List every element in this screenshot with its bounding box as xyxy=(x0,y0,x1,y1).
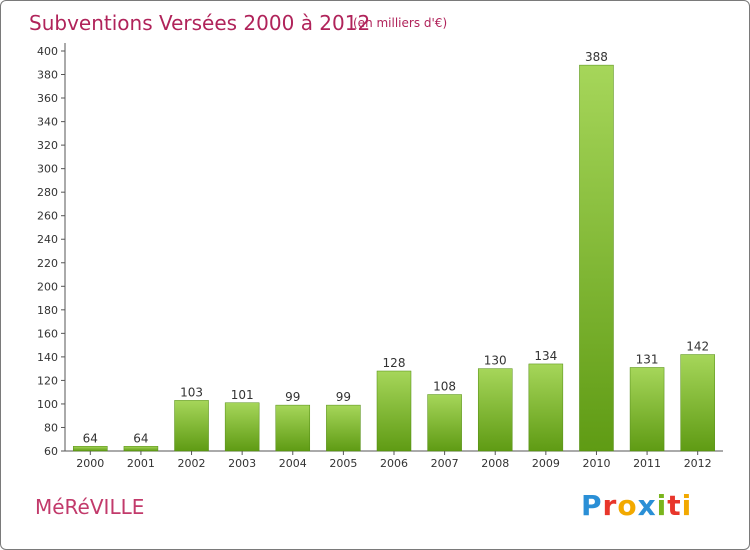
x-tick-label: 2012 xyxy=(684,457,712,470)
y-tick-label: 360 xyxy=(37,92,58,105)
x-tick-label: 2002 xyxy=(178,457,206,470)
bar xyxy=(326,404,361,452)
y-tick-label: 140 xyxy=(37,351,58,364)
y-tick-label: 180 xyxy=(37,304,58,317)
data-label: 131 xyxy=(636,352,659,366)
bar xyxy=(224,402,260,452)
chart-subtitle: (en milliers d'€) xyxy=(353,16,448,30)
bar xyxy=(275,404,311,452)
y-tick-label: 320 xyxy=(37,139,58,152)
y-tick-label: 260 xyxy=(37,210,58,223)
logo-letter: r xyxy=(602,489,618,522)
data-label: 134 xyxy=(534,349,557,363)
data-label: 130 xyxy=(484,354,507,368)
y-tick-label: 300 xyxy=(37,163,58,176)
logo-letter: o xyxy=(617,489,638,522)
bar xyxy=(427,394,462,452)
logo-letter: x xyxy=(637,489,657,522)
bar xyxy=(73,446,108,452)
data-label: 99 xyxy=(285,390,300,404)
y-tick-label: 60 xyxy=(44,445,58,458)
chart-title: Subventions Versées 2000 à 2012 xyxy=(29,11,371,35)
bar xyxy=(123,446,159,452)
logo-letter: t xyxy=(667,489,682,522)
data-label: 388 xyxy=(585,50,608,64)
x-tick-label: 2000 xyxy=(76,457,104,470)
y-tick-label: 240 xyxy=(37,233,58,246)
y-tick-label: 280 xyxy=(37,186,58,199)
data-label: 128 xyxy=(383,356,406,370)
y-tick-label: 220 xyxy=(37,257,58,270)
x-tick-label: 2008 xyxy=(481,457,509,470)
bar xyxy=(174,400,209,452)
data-label: 142 xyxy=(686,340,709,354)
logo-letter: i xyxy=(656,489,668,522)
x-tick-label: 2007 xyxy=(431,457,459,470)
x-tick-label: 2003 xyxy=(228,457,256,470)
data-label: 108 xyxy=(433,380,456,394)
y-tick-label: 200 xyxy=(37,280,58,293)
data-label: 64 xyxy=(133,431,148,445)
bar xyxy=(629,367,665,452)
x-tick-label: 2010 xyxy=(582,457,610,470)
data-label: 64 xyxy=(83,431,98,445)
logo-letter: P xyxy=(581,489,603,522)
bar xyxy=(579,64,614,452)
bar xyxy=(680,354,715,452)
x-tick-label: 2011 xyxy=(633,457,661,470)
bar xyxy=(528,363,564,452)
data-label: 103 xyxy=(180,385,203,399)
x-tick-label: 2005 xyxy=(329,457,357,470)
y-tick-label: 340 xyxy=(37,116,58,129)
data-label: 101 xyxy=(231,388,254,402)
x-tick-label: 2004 xyxy=(279,457,307,470)
x-tick-label: 2009 xyxy=(532,457,560,470)
data-label: 99 xyxy=(336,390,351,404)
bar xyxy=(477,368,513,452)
y-tick-label: 160 xyxy=(37,327,58,340)
logo-letter: i xyxy=(681,489,693,522)
y-tick-label: 80 xyxy=(44,421,58,434)
bar xyxy=(376,370,412,452)
y-tick-label: 400 xyxy=(37,45,58,58)
commune-name: MéRéVILLE xyxy=(35,495,145,519)
x-tick-label: 2006 xyxy=(380,457,408,470)
y-tick-label: 380 xyxy=(37,69,58,82)
x-tick-label: 2001 xyxy=(127,457,155,470)
y-tick-label: 100 xyxy=(37,398,58,411)
proxiti-logo: Proxiti xyxy=(581,489,692,522)
y-tick-label: 120 xyxy=(37,374,58,387)
